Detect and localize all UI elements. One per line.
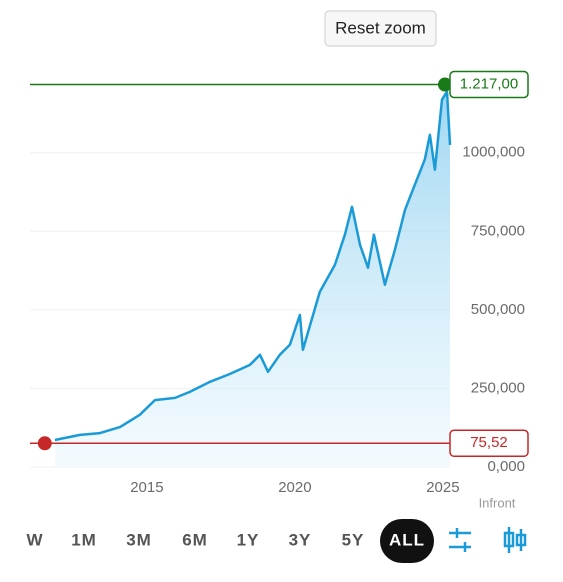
- min-label-box: [449, 429, 529, 458]
- range-button[interactable]: 1M: [71, 530, 97, 549]
- range-button[interactable]: 3Y: [289, 530, 312, 549]
- range-button[interactable]: 5Y: [342, 530, 365, 549]
- range-button[interactable]: ALL: [389, 530, 425, 549]
- reset-zoom-button[interactable]: Reset zoom: [324, 10, 437, 47]
- watermark: Infront: [479, 495, 516, 510]
- area: [54, 91, 450, 467]
- y-tick-label: 1000,000: [462, 144, 525, 161]
- y-tick-label: 500,000: [471, 301, 525, 318]
- y-tick-label: 0,000: [487, 458, 525, 475]
- candle-icon[interactable]: [503, 527, 527, 553]
- min-label: 75,52: [470, 434, 508, 451]
- range-button[interactable]: 6M: [182, 530, 208, 549]
- range-button-selected[interactable]: [380, 519, 434, 563]
- range-button[interactable]: 3M: [126, 530, 152, 549]
- range-button[interactable]: W: [26, 530, 43, 549]
- y-tick-label: 250,000: [471, 379, 525, 396]
- price-line: [54, 90, 452, 442]
- reset-zoom-frame[interactable]: [324, 10, 437, 47]
- y-tick-label: 750,000: [471, 222, 525, 239]
- settings-icon[interactable]: [449, 528, 471, 552]
- x-tick-label: 2020: [278, 479, 311, 496]
- reset-zoom-label[interactable]: Reset zoom: [335, 18, 426, 37]
- max-dot: [437, 77, 452, 92]
- max-label-box: [449, 70, 529, 99]
- range-button[interactable]: 1Y: [237, 530, 260, 549]
- x-tick-label: 2025: [426, 479, 459, 496]
- max-label: 1.217,00: [460, 75, 518, 92]
- icons[interactable]: [449, 527, 527, 553]
- min-dot: [37, 436, 52, 451]
- x-tick-label: 2015: [130, 479, 163, 496]
